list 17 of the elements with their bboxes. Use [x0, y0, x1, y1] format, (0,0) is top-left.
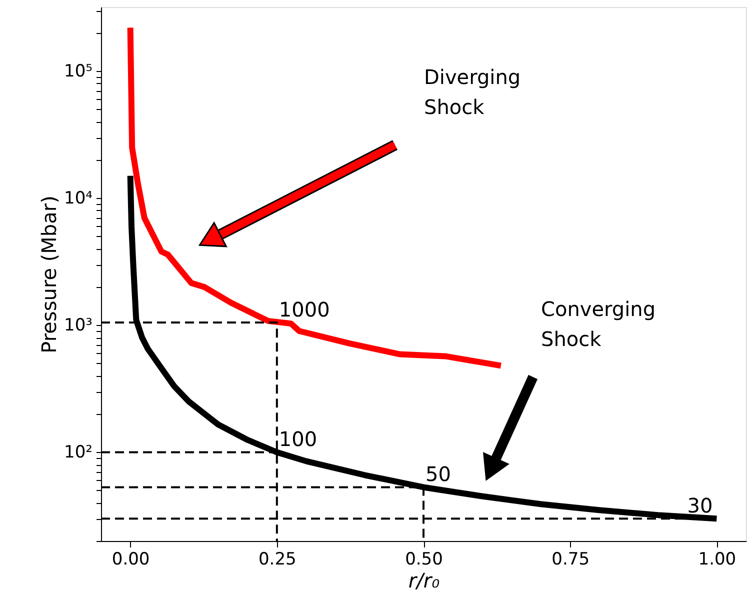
x-tick-label: 0.50: [405, 550, 443, 570]
y-axis-title: Pressure (Mbar): [37, 196, 62, 354]
x-axis-title: r/r₀: [408, 568, 440, 592]
annotation: 50: [426, 462, 451, 486]
y-tick-label: 10⁵: [64, 62, 92, 82]
annotation: 30: [687, 494, 713, 518]
x-tick-label: 0.25: [258, 550, 296, 570]
y-tick-label: 10³: [64, 316, 92, 336]
annotation: 100: [278, 427, 318, 452]
x-tick-label: 0.75: [552, 550, 590, 570]
y-tick-label: 10⁴: [64, 188, 93, 209]
annotation: Diverging Shock: [424, 65, 521, 119]
x-tick-label: 0.00: [112, 550, 150, 570]
x-tick-label: 1.00: [698, 550, 736, 570]
annotation: Converging Shock: [541, 297, 656, 351]
y-tick-label: 10²: [64, 442, 92, 463]
annotation: 1000: [278, 298, 330, 322]
